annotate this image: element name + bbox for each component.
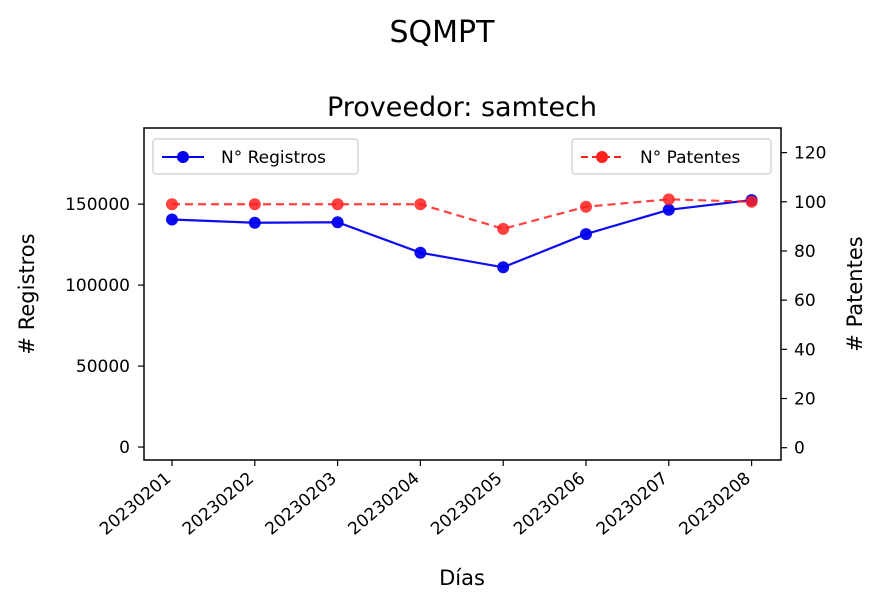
- plot-layer: [166, 193, 758, 274]
- x-axis-label: Días: [439, 566, 485, 590]
- data-point-patentes: [248, 198, 261, 211]
- data-point-registros: [497, 261, 510, 274]
- legend-patentes-marker: [596, 151, 608, 163]
- legend-registros-marker: [177, 151, 189, 163]
- data-point-patentes: [166, 198, 178, 211]
- left-tick-label: 50000: [76, 357, 130, 377]
- x-tick-label: 20230208: [676, 469, 755, 540]
- data-point-registros: [166, 213, 178, 226]
- right-axis-label: # Patentes: [843, 236, 867, 351]
- data-point-patentes: [745, 195, 758, 208]
- right-tick-label: 80: [794, 242, 816, 262]
- right-tick-label: 20: [794, 390, 816, 410]
- x-tick-label: 20230204: [344, 469, 423, 540]
- right-axis-ticks: 0 20 40 60 80 100 120: [781, 144, 826, 459]
- x-axis-ticks: 20230201 20230202 20230203 20230204 20230205…: [96, 460, 755, 539]
- data-point-patentes: [497, 222, 510, 235]
- chart-suptitle: SQMPT: [390, 15, 496, 50]
- series-line-registros: [171, 198, 752, 269]
- data-point-registros: [248, 216, 261, 229]
- right-tick-label: 0: [794, 439, 805, 459]
- x-tick-label: 20230201: [96, 469, 175, 540]
- left-tick-label: 100000: [65, 276, 130, 296]
- series-line-patentes: [172, 198, 752, 230]
- x-tick-label: 20230206: [510, 469, 589, 540]
- left-axis-ticks: 0 50000 100000 150000: [65, 195, 144, 458]
- chart-title: Proveedor: samtech: [327, 92, 597, 123]
- x-tick-label: 20230207: [593, 469, 672, 540]
- legend-patentes-label: N° Patentes: [640, 148, 741, 168]
- data-point-patentes: [331, 198, 344, 211]
- data-point-registros: [580, 228, 592, 241]
- plot-frame: [143, 127, 782, 461]
- data-point-patentes: [580, 200, 592, 213]
- legend-registros-label: N° Registros: [221, 148, 326, 168]
- legend-patentes: N° Patentes: [571, 138, 772, 175]
- data-point-patentes: [414, 198, 427, 211]
- right-tick-label: 40: [794, 340, 816, 360]
- right-tick-label: 100: [794, 193, 826, 213]
- legend-registros: N° Registros: [152, 138, 359, 175]
- data-point-registros: [414, 246, 427, 259]
- right-tick-label: 120: [794, 144, 826, 164]
- left-axis-label: # Registros: [15, 233, 39, 354]
- x-tick-label: 20230205: [427, 469, 506, 540]
- data-point-patentes: [662, 193, 675, 206]
- legend-registros-box: [152, 138, 359, 175]
- x-tick-label: 20230202: [179, 469, 258, 540]
- x-tick-label: 20230203: [262, 469, 341, 540]
- data-point-registros: [662, 203, 675, 216]
- left-tick-label: 150000: [65, 195, 130, 215]
- data-point-registros: [331, 216, 344, 229]
- left-tick-label: 0: [119, 438, 130, 458]
- right-tick-label: 60: [794, 291, 816, 311]
- legend-patentes-box: [571, 138, 772, 175]
